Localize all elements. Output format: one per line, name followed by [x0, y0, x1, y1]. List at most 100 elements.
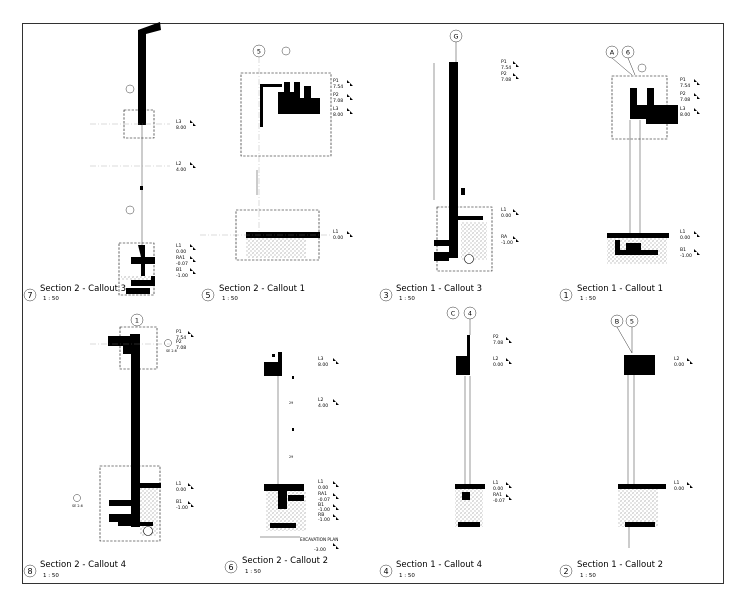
view-scale: 1 : 50: [580, 573, 596, 579]
view-number: 2: [563, 567, 568, 576]
level-name: P2: [493, 334, 499, 340]
ground-slab: [607, 233, 669, 238]
wall-section: [449, 62, 458, 222]
level-value: -1.00: [680, 253, 692, 259]
grid-leader: [611, 57, 633, 76]
parapet-wall: [138, 22, 161, 125]
level-name: L1: [176, 481, 182, 487]
level-name: L1: [493, 480, 499, 486]
view-scale: 1 : 50: [580, 296, 596, 302]
wall-section: [467, 335, 470, 375]
level-name: B1: [680, 247, 686, 253]
foundation-base: [118, 522, 153, 526]
view-section1-callout4: C 4 P2 7.08 L2 0.00 L1 0.00 RA1 -0.07 4 …: [379, 306, 512, 579]
view-number-bubble: [559, 288, 573, 302]
level-value: -1.00: [176, 273, 188, 279]
level-name: L1: [318, 479, 324, 485]
grid-leader: [627, 57, 636, 76]
level-name: L1: [680, 229, 686, 235]
level-name: P2: [333, 92, 339, 98]
level-name: B1: [176, 267, 182, 273]
soil-hatch: [246, 238, 306, 258]
level-name: L3: [680, 106, 686, 112]
foundation-base: [458, 522, 480, 527]
level-markers: [687, 358, 693, 488]
level-name: L3: [318, 356, 324, 362]
grid-bubble: [130, 313, 144, 327]
level-name: L3: [333, 106, 339, 112]
level-value: 8.00: [318, 362, 328, 368]
slab-edge: [292, 428, 294, 431]
level-value: -0.07: [176, 261, 188, 267]
roof-edge: [456, 356, 470, 375]
view-number-bubble: [379, 288, 393, 302]
section-tag: [164, 339, 172, 347]
level-value: 8.00: [333, 112, 343, 118]
view-title: Section 1 - Callout 3: [396, 284, 482, 294]
level-value: 8.00: [176, 125, 186, 131]
level-value: 7.54: [176, 335, 186, 341]
slab-edge: [461, 188, 465, 195]
level-value: 0.00: [493, 486, 503, 492]
grid-label: 5: [630, 318, 634, 326]
view-title: Section 2 - Callout 4: [40, 560, 126, 570]
view-section1-callout1: A 6 P1 7.54 P2 7.08 L3 8.00 L1 0.00 B1 -…: [559, 45, 700, 302]
level-value: 7.54: [501, 65, 511, 71]
view-number: 4: [383, 567, 388, 576]
view-number: 3: [383, 291, 388, 300]
level-name: P1: [501, 59, 507, 65]
section-tag-label: SE 2.6: [72, 504, 83, 508]
level-value: 0.00: [333, 235, 343, 241]
level-value: 7.08: [680, 97, 690, 103]
level-name: P2: [176, 339, 182, 345]
view-section2-callout1: 5 P1 7.54 P2 7.08 L3 8.00 L1 0.00 5 Sect…: [200, 44, 353, 302]
grid-bubble: [446, 306, 460, 320]
level-name: P2: [680, 91, 686, 97]
level-value: 7.08: [501, 77, 511, 83]
grid-bubble: [637, 63, 647, 73]
slab-edge: [140, 186, 143, 190]
soil-hatch: [461, 222, 487, 260]
foundation-base: [615, 240, 658, 255]
grid-bubble: [125, 84, 135, 94]
slab-edge: [292, 376, 294, 379]
dimension-mark: 29: [289, 401, 293, 405]
level-value: -0.07: [493, 498, 505, 504]
level-value: 4.00: [318, 403, 328, 409]
parapet-edge: [278, 352, 282, 362]
ground-slab: [618, 484, 666, 489]
level-name: RA1: [318, 491, 327, 497]
grid-leader: [616, 326, 633, 354]
callout-box: [99, 465, 161, 542]
view-section2-callout2: 29 29 L3 8.00 L2 4.00 L1 0.00 RA1 -0.07 …: [224, 352, 339, 575]
level-value: 4.00: [176, 167, 186, 173]
level-markers: [513, 61, 519, 242]
level-name: B1: [176, 499, 182, 505]
footing-section: [131, 245, 155, 286]
footing-section: [626, 243, 641, 250]
view-number-bubble: [224, 560, 238, 574]
view-scale: 1 : 50: [245, 569, 261, 575]
level-value: 7.54: [680, 83, 690, 89]
view-scale: 1 : 50: [43, 573, 59, 579]
view-scale: 1 : 50: [399, 573, 415, 579]
level-name: RA1: [493, 492, 502, 498]
grid-bubble: [125, 205, 135, 215]
drain-pipe: [464, 254, 474, 264]
dimension-mark: 29: [289, 455, 293, 459]
level-value: 8.00: [680, 112, 690, 118]
level-value: 7.08: [493, 340, 503, 346]
ground-slab: [131, 483, 161, 488]
grid-label: 6: [626, 49, 630, 57]
foundation-base: [625, 522, 655, 527]
grid-label: 4: [468, 310, 472, 318]
ground-slab: [264, 484, 304, 491]
level-name: L1: [674, 480, 680, 486]
level-value: 0.00: [680, 235, 690, 241]
level-name: L3: [176, 119, 182, 125]
ground-slab: [455, 484, 485, 489]
view-section2-callout3: L3 8.00 L2 4.00 L1 0.00 RA1 -0.07 B1 -1.…: [23, 22, 196, 302]
parapet-section: [624, 355, 655, 375]
level-name: RA1: [176, 255, 185, 261]
